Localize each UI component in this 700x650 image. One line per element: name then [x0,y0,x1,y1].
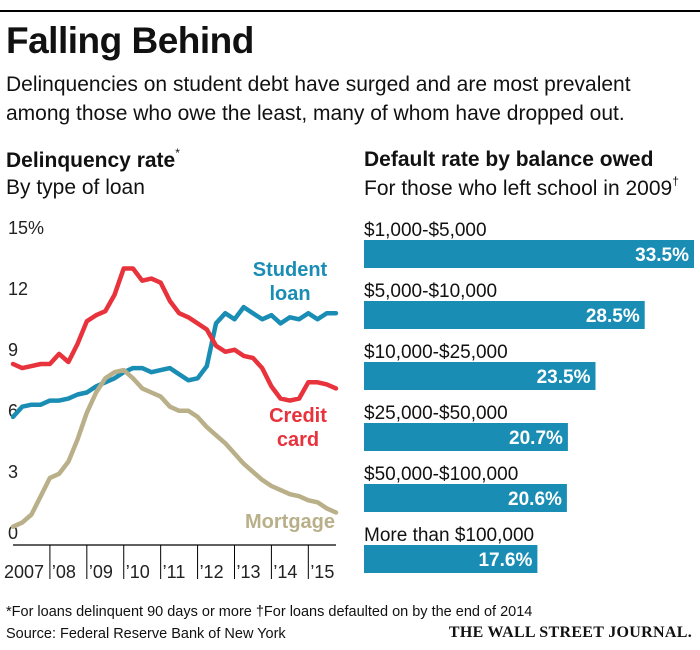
y-tick-label: 3 [8,462,18,482]
bar-category-label: $50,000-$100,000 [364,464,518,485]
bar-category-label: $25,000-$50,000 [364,403,508,424]
line-chart-title: Delinquency rate* [6,146,180,173]
x-tick-label: ’10 [126,562,150,582]
top-rule [0,10,700,12]
bar-chart-subtitle: For those who left school in 2009† [364,174,679,201]
x-tick-label: 2007 [4,562,44,582]
source-note: Source: Federal Reserve Bank of New York [6,626,286,642]
page-subtitle: Delinquencies on student debt have surge… [6,73,631,125]
bar-chart-subtitle-text: For those who left school in 2009 [364,177,673,200]
x-tick-label: ’13 [236,562,260,582]
line-chart-subtitle: By type of loan [6,176,145,199]
series-label-credit-card: card [277,429,319,451]
bar [364,545,538,573]
bar-category-label: More than $100,000 [364,525,534,546]
series-label-student-loan: loan [269,283,310,305]
bar-category-label: $10,000-$25,000 [364,342,508,363]
bar-chart-title: Default rate by balance owed [364,148,654,171]
bar-chart-subtitle-mark: † [672,174,679,188]
line-chart-title-mark: * [175,146,180,160]
series-label-student-loan: Student [253,259,328,281]
bar [364,240,694,268]
x-tick-label: ’09 [89,562,113,582]
y-tick-label: 9 [8,340,18,360]
publisher-logo: THE WALL STREET JOURNAL. [448,624,692,641]
line-chart-title-text: Delinquency rate [6,149,176,172]
bar-value-label: 20.7% [509,428,563,449]
bar-value-label: 20.6% [508,489,562,510]
bar-value-label: 28.5% [586,306,640,327]
x-tick-label: ’14 [273,562,297,582]
bar-value-label: 33.5% [635,245,689,266]
y-tick-label: 15% [8,218,44,238]
y-tick-label: 6 [8,401,18,421]
y-tick-label: 12 [8,279,28,299]
series-label-mortgage: Mortgage [245,511,335,533]
series-line-student-loan [10,304,339,420]
bar-category-label: $1,000-$5,000 [364,220,487,241]
page-title: Falling Behind [6,20,254,61]
series-label-credit-card: Credit [269,405,327,427]
series-line-mortgage [10,367,339,529]
bar [364,484,567,512]
bar [364,362,596,390]
bar-category-label: $5,000-$10,000 [364,281,497,302]
bar-value-label: 23.5% [537,367,591,388]
y-tick-label: 0 [8,523,18,543]
x-tick-label: ’15 [310,562,334,582]
x-tick-label: ’12 [200,562,224,582]
footnote: *For loans delinquent 90 days or more †F… [6,604,533,620]
bar [364,423,568,451]
bar-value-label: 17.6% [478,550,532,571]
series-line-credit-card [10,266,339,403]
x-tick-label: ’11 [163,562,186,582]
bar [364,301,645,329]
x-tick-label: ’08 [52,562,76,582]
